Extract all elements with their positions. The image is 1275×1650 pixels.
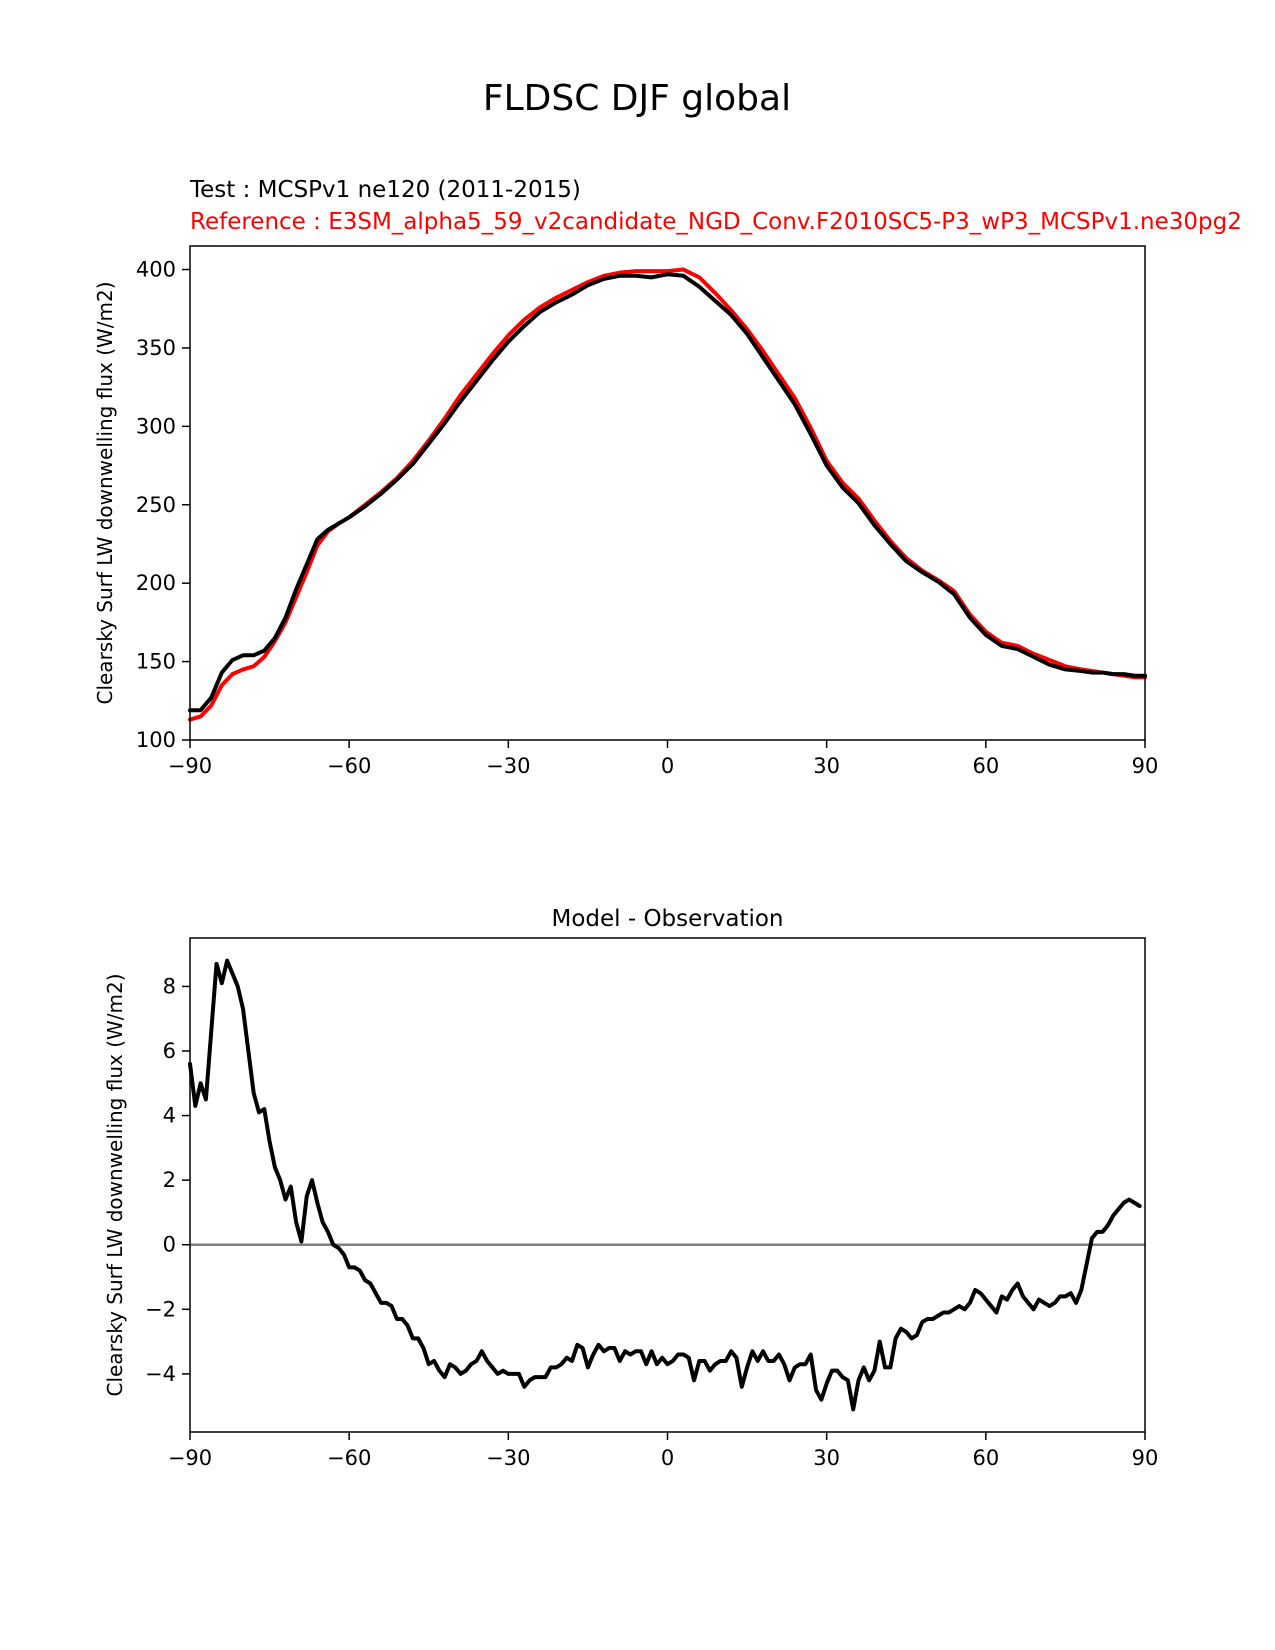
test-label: Test : MCSPv1 ne120 (2011-2015) (189, 177, 581, 203)
y-tick-label: 0 (163, 1233, 176, 1257)
y-tick-label: 250 (136, 493, 176, 517)
y-tick-label: 150 (136, 650, 176, 674)
reference-label: Reference : E3SM_alpha5_59_v2candidate_N… (190, 209, 1242, 235)
y-tick-label: 300 (136, 414, 176, 438)
axes-frame (189, 245, 1146, 741)
y-tick-label: 350 (136, 336, 176, 360)
y-tick-label: −4 (145, 1362, 176, 1386)
x-tick-label: −60 (327, 1446, 371, 1470)
series-line-test (188, 958, 1142, 1412)
y-tick-label: 400 (136, 258, 176, 282)
x-tick-label: −30 (486, 1446, 530, 1470)
x-tick-label: 60 (972, 754, 999, 778)
figure-suptitle: FLDSC DJF global (483, 78, 791, 119)
x-tick-label: −90 (168, 754, 212, 778)
y-tick-label: −2 (145, 1297, 176, 1321)
x-tick-label: 30 (813, 754, 840, 778)
top-panel-mean-flux: −90 −60 −30 0 30 60 90 100 150 200 250 300 350 400 Cle… (93, 245, 1159, 778)
y-tick-label: 4 (163, 1104, 176, 1128)
y-tick-label: 8 (163, 974, 176, 998)
y-tick-label: 100 (136, 728, 176, 752)
x-tick-label: 30 (813, 1446, 840, 1470)
y-tick-label: 6 (163, 1039, 176, 1063)
axes-frame (189, 937, 1146, 1433)
y-axis-label: Clearsky Surf LW downwelling flux (W/m2) (103, 973, 127, 1396)
x-tick-label: 60 (972, 1446, 999, 1470)
x-tick-label: 90 (1132, 754, 1159, 778)
x-tick-label: −30 (486, 754, 530, 778)
x-tick-label: 0 (661, 1446, 674, 1470)
y-tick-label: 200 (136, 571, 176, 595)
x-tick-label: −60 (327, 754, 371, 778)
series-line-test (188, 272, 1147, 713)
bottom-panel-model-minus-observation: −90 −60 −30 0 30 60 90 −4 −2 0 2 4 6 8 Clearsky Surf L… (103, 906, 1158, 1470)
x-tick-label: 0 (661, 754, 674, 778)
x-tick-label: −90 (168, 1446, 212, 1470)
series-line-reference (188, 267, 1147, 722)
panel-title: Model - Observation (551, 906, 783, 932)
x-tick-label: 90 (1132, 1446, 1159, 1470)
y-tick-label: 2 (163, 1168, 176, 1192)
y-axis-label: Clearsky Surf LW downwelling flux (W/m2) (93, 281, 117, 704)
